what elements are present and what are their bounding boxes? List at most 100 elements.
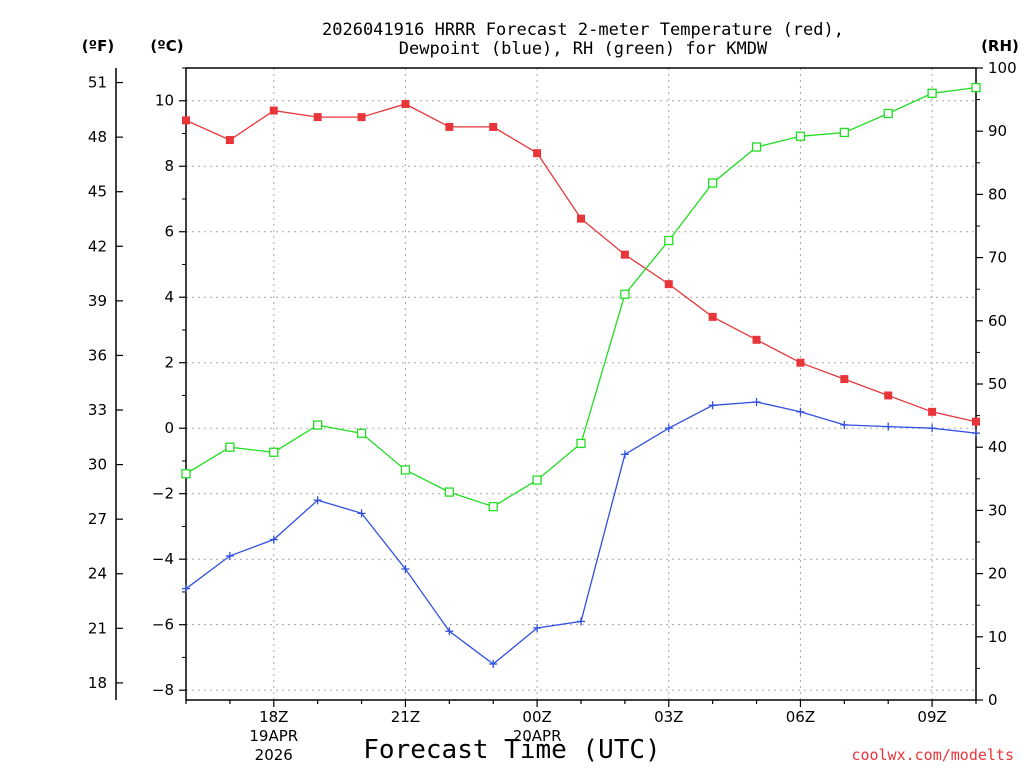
fahrenheit-tick-label: 33	[88, 401, 107, 419]
celsius-tick-label: 2	[164, 354, 174, 372]
rh-point	[883, 108, 893, 119]
time-tick-label: 06Z	[786, 708, 815, 726]
dewpoint-point	[972, 429, 980, 438]
temperature-point	[796, 358, 805, 367]
temperature-point	[182, 116, 190, 125]
temperature-point	[664, 280, 673, 289]
rh-unit-label: (RH)	[981, 37, 1019, 55]
rh-point	[225, 442, 235, 452]
fahrenheit-tick-label: 42	[88, 237, 107, 255]
fahrenheit-unit-label: (ºF)	[82, 37, 114, 55]
temperature-point	[533, 149, 542, 158]
chart-title-line-1: 2026041916 HRRR Forecast 2-meter Tempera…	[322, 20, 844, 40]
temperature-point	[357, 113, 366, 122]
celsius-tick-label: 6	[164, 223, 174, 241]
temperature-point	[928, 407, 937, 416]
dewpoint-point	[664, 424, 673, 433]
fahrenheit-tick-label: 45	[88, 183, 107, 201]
celsius-tick-label: 0	[164, 419, 174, 437]
time-tick-label: 20APR	[513, 727, 562, 745]
credit-text[interactable]: coolwx.com/modelts	[851, 746, 1014, 764]
rh-tick-label: 10	[988, 628, 1007, 646]
series-rh	[181, 82, 981, 512]
temperature-point	[313, 113, 322, 122]
celsius-tick-label: −8	[152, 681, 174, 699]
rh-point	[400, 465, 411, 475]
fahrenheit-axis: 18 21 24 27 30 33 36 39 42 45 48 51	[88, 74, 123, 692]
fahrenheit-tick-label: 24	[88, 565, 107, 583]
celsius-tick-label: −2	[152, 485, 174, 503]
dewpoint-point	[796, 407, 805, 416]
celsius-tick-label: 10	[155, 92, 174, 110]
temperature-point	[577, 214, 585, 223]
dewpoint-point	[401, 565, 410, 574]
series-dewpoint	[182, 398, 980, 668]
rh-point	[795, 131, 806, 141]
celsius-tick-label: 4	[164, 288, 174, 306]
fahrenheit-tick-label: 21	[88, 619, 107, 637]
fahrenheit-tick-label: 27	[88, 510, 107, 528]
rh-axis: 0 10 20 30 40 50 60 70 80 90 100	[976, 59, 1017, 709]
rh-point	[269, 447, 279, 457]
rh-point	[532, 475, 542, 485]
rh-tick-label: 80	[988, 185, 1007, 203]
temperature-point	[225, 136, 234, 145]
rh-tick-label: 20	[988, 565, 1007, 583]
series-temperature	[182, 100, 980, 426]
dewpoint-point	[620, 450, 629, 459]
dewpoint-point	[708, 401, 717, 410]
temperature-point	[752, 335, 761, 344]
dewpoint-point	[928, 424, 937, 433]
temperature-point	[884, 391, 893, 400]
dewpoint-point	[313, 496, 322, 505]
dewpoint-point	[225, 551, 234, 560]
rh-point	[181, 469, 191, 479]
fahrenheit-tick-label: 48	[88, 128, 107, 146]
rh-tick-label: 90	[988, 122, 1007, 140]
dewpoint-point	[269, 535, 278, 544]
rh-tick-label: 70	[988, 249, 1007, 267]
celsius-axis: −8 −6 −4 −2 0 2 4 6 8 10	[152, 67, 186, 699]
dewpoint-point	[182, 584, 190, 593]
data-series	[181, 82, 981, 668]
rh-point	[971, 82, 981, 93]
rh-point	[708, 178, 718, 188]
celsius-tick-label: −4	[152, 550, 174, 568]
rh-tick-label: 30	[988, 501, 1007, 519]
temperature-point	[269, 106, 278, 115]
rh-point	[664, 235, 674, 246]
rh-tick-label: 40	[988, 438, 1007, 456]
time-tick-label: 19APR	[249, 727, 298, 745]
rh-point	[839, 127, 849, 138]
fahrenheit-tick-label: 30	[88, 456, 107, 474]
temperature-point	[840, 375, 849, 384]
dewpoint-point	[840, 420, 849, 429]
temperature-point	[972, 417, 980, 426]
fahrenheit-tick-label: 39	[88, 292, 107, 310]
rh-tick-label: 100	[988, 59, 1017, 77]
rh-tick-label: 50	[988, 375, 1007, 393]
temperature-line	[185, 103, 977, 423]
rh-point	[488, 501, 498, 512]
dewpoint-point	[489, 659, 498, 668]
celsius-tick-label: −6	[152, 616, 174, 634]
fahrenheit-tick-label: 51	[88, 74, 107, 92]
rh-point	[313, 420, 323, 430]
temperature-point	[401, 100, 410, 109]
celsius-tick-label: 8	[164, 157, 174, 175]
fahrenheit-tick-label: 36	[88, 346, 107, 364]
x-axis-title: Forecast Time (UTC)	[363, 735, 660, 765]
rh-point	[927, 88, 937, 98]
temperature-point	[708, 312, 717, 321]
rh-point	[576, 438, 586, 449]
celsius-unit-label: (ºC)	[150, 37, 183, 55]
rh-point	[444, 487, 454, 497]
time-tick-label: 09Z	[917, 708, 946, 726]
rh-tick-label: 60	[988, 312, 1007, 330]
rh-point	[620, 289, 630, 299]
time-tick-label: 2026	[255, 746, 293, 764]
dewpoint-point	[577, 617, 585, 626]
time-tick-label: 03Z	[654, 708, 683, 726]
